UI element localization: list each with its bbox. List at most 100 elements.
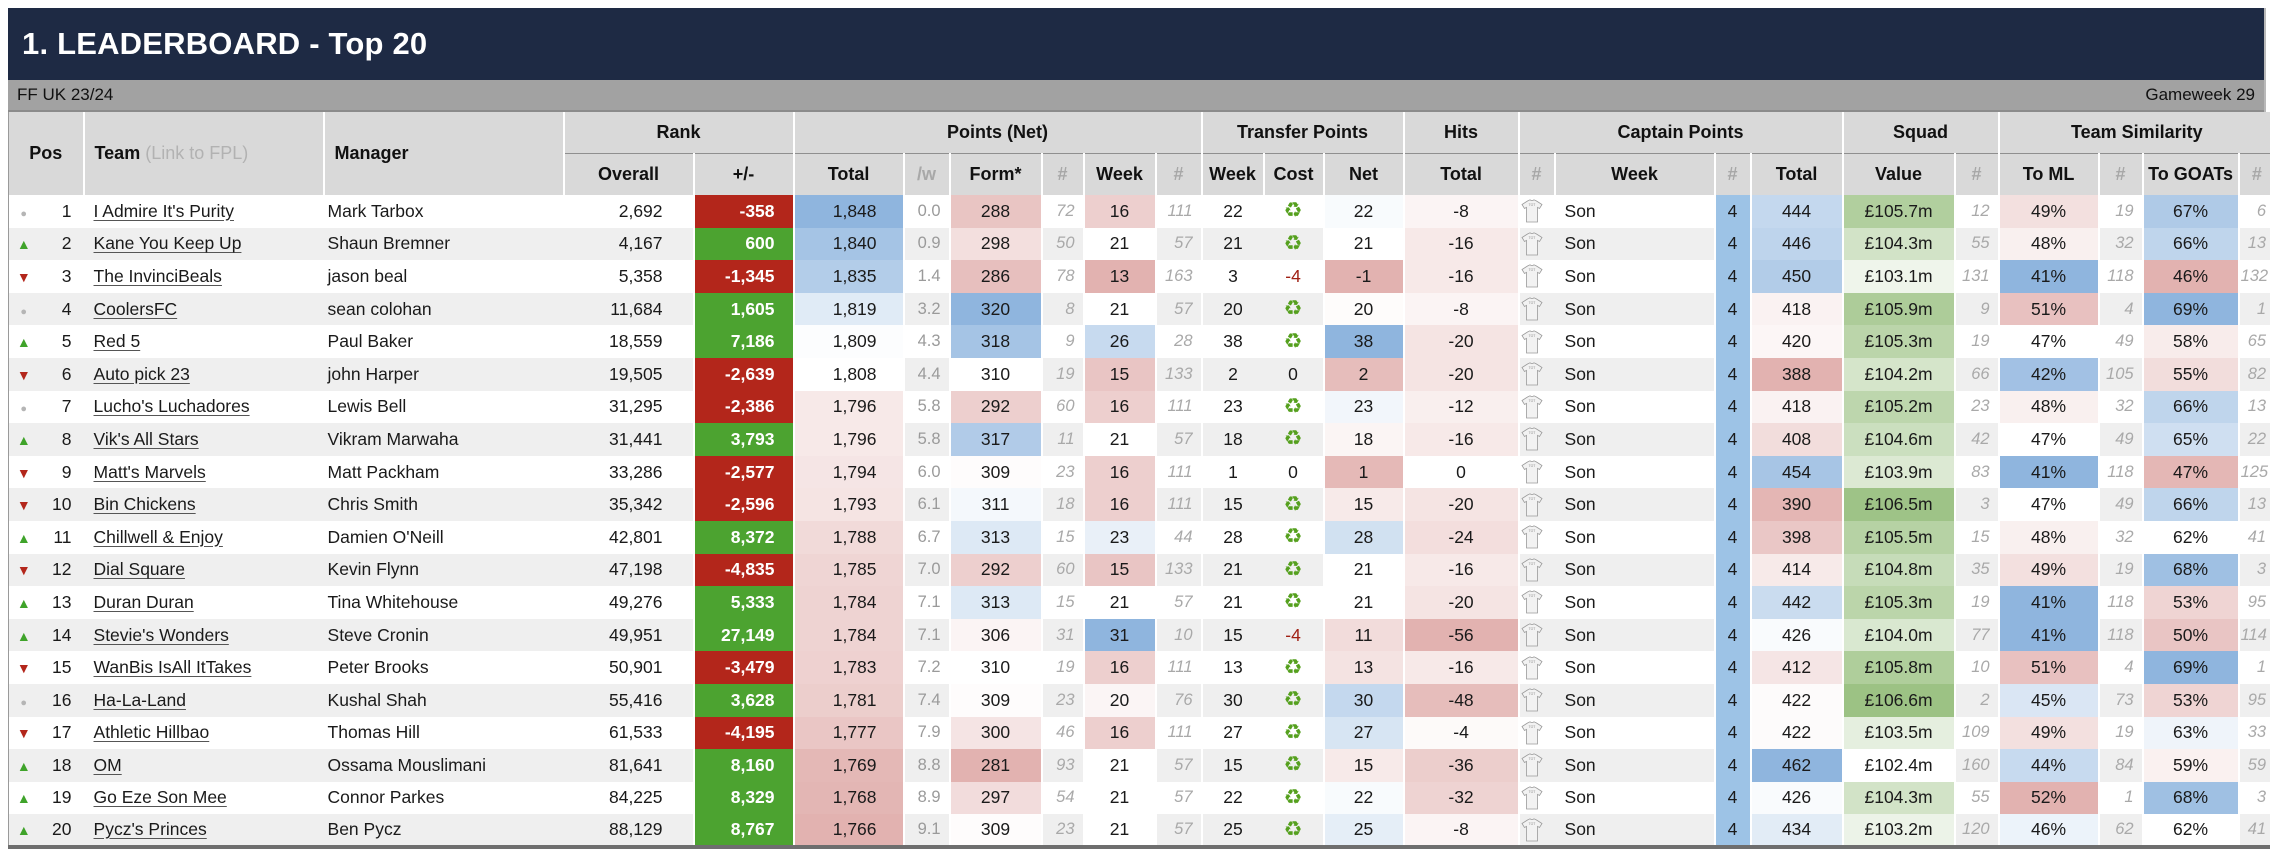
team-link[interactable]: WanBis IsAll ItTakes	[94, 657, 252, 677]
squad-value-rank: 77	[1955, 619, 1999, 652]
team-link[interactable]: Bin Chickens	[94, 494, 196, 514]
captain-shirt: TOT	[1519, 814, 1555, 847]
team-link[interactable]: Athletic Hillbao	[94, 722, 210, 742]
group-header-captain: Captain Points	[1519, 112, 1843, 154]
points-per-week: 7.9	[904, 717, 950, 750]
team-cell: Lucho's Luchadores	[84, 391, 324, 424]
manager: Lewis Bell	[324, 391, 564, 424]
squad-value-rank: 35	[1955, 554, 1999, 587]
week-points: 21	[1084, 228, 1156, 261]
form-rank: 19	[1042, 651, 1084, 684]
rank-change: 27,149	[694, 619, 794, 652]
to-goats-rank: 41	[2239, 521, 2270, 554]
to-goats-rank: 125	[2239, 456, 2270, 489]
squad-value: £103.1m	[1843, 260, 1955, 293]
similarity-to-goats: 66%	[2143, 391, 2239, 424]
team-link[interactable]: Auto pick 23	[94, 364, 190, 384]
team-link[interactable]: Lucho's Luchadores	[94, 396, 250, 416]
form-points: 281	[950, 749, 1042, 782]
similarity-to-ml: 47%	[1999, 325, 2099, 358]
team-link[interactable]: Duran Duran	[94, 592, 194, 612]
form-rank: 23	[1042, 684, 1084, 717]
form-rank: 78	[1042, 260, 1084, 293]
page-title: 1. LEADERBOARD - Top 20	[8, 8, 2264, 80]
transfer-week-points: 30	[1202, 684, 1264, 717]
overall-rank: 33,286	[564, 456, 694, 489]
similarity-to-ml: 49%	[1999, 195, 2099, 228]
manager: sean colohan	[324, 293, 564, 326]
transfer-week-points: 22	[1202, 782, 1264, 815]
hits-total: -16	[1404, 651, 1519, 684]
captain-count: 4	[1715, 554, 1751, 587]
captain-week: Son	[1555, 651, 1715, 684]
overall-rank: 55,416	[564, 684, 694, 717]
overall-rank: 50,901	[564, 651, 694, 684]
team-link[interactable]: Chillwell & Enjoy	[94, 527, 223, 547]
team-cell: Bin Chickens	[84, 488, 324, 521]
captain-week: Son	[1555, 521, 1715, 554]
svg-text:TOT: TOT	[1528, 692, 1535, 696]
to-goats-rank: 13	[2239, 228, 2270, 261]
transfer-cost: ♻	[1264, 651, 1324, 684]
team-link[interactable]: The InvinciBeals	[94, 266, 222, 286]
transfer-cost: ♻	[1264, 195, 1324, 228]
team-link[interactable]: Vik's All Stars	[94, 429, 199, 449]
similarity-to-ml: 51%	[1999, 651, 2099, 684]
team-link[interactable]: Stevie's Wonders	[94, 625, 229, 645]
team-link[interactable]: Pycz's Princes	[94, 819, 207, 839]
team-link[interactable]: Go Eze Son Mee	[94, 787, 227, 807]
captain-week: Son	[1555, 293, 1715, 326]
position: 1	[39, 195, 84, 228]
tottenham-shirt-icon: TOT	[1521, 493, 1543, 517]
team-link[interactable]: OM	[94, 755, 122, 775]
form-points: 297	[950, 782, 1042, 815]
transfer-week-points: 15	[1202, 488, 1264, 521]
points-total: 1,796	[794, 423, 904, 456]
captain-week: Son	[1555, 586, 1715, 619]
captain-week: Son	[1555, 619, 1715, 652]
transfer-net-points: 2	[1324, 358, 1404, 391]
similarity-to-ml: 49%	[1999, 554, 2099, 587]
team-link[interactable]: Matt's Marvels	[94, 462, 206, 482]
team-link[interactable]: CoolersFC	[94, 299, 178, 319]
captain-shirt: TOT	[1519, 195, 1555, 228]
squad-value-rank: 55	[1955, 782, 1999, 815]
tottenham-shirt-icon: TOT	[1521, 427, 1543, 451]
rank-change: 5,333	[694, 586, 794, 619]
similarity-to-goats: 65%	[2143, 423, 2239, 456]
team-link[interactable]: I Admire It's Purity	[94, 201, 234, 221]
team-link[interactable]: Dial Square	[94, 559, 185, 579]
rank-down-icon: ▼	[17, 367, 31, 383]
captain-week: Son	[1555, 684, 1715, 717]
squad-value-rank: 23	[1955, 391, 1999, 424]
team-link[interactable]: Red 5	[94, 331, 141, 351]
points-per-week: 5.8	[904, 423, 950, 456]
captain-week: Son	[1555, 554, 1715, 587]
form-points: 309	[950, 814, 1042, 847]
rank-change: -2,386	[694, 391, 794, 424]
team-link[interactable]: Ha-La-Land	[94, 690, 186, 710]
team-link[interactable]: Kane You Keep Up	[94, 233, 242, 253]
manager: Chris Smith	[324, 488, 564, 521]
similarity-to-goats: 63%	[2143, 717, 2239, 750]
similarity-to-ml: 42%	[1999, 358, 2099, 391]
group-header-squad: Squad	[1843, 112, 1999, 154]
tottenham-shirt-icon: TOT	[1521, 786, 1543, 810]
team-cell: Red 5	[84, 325, 324, 358]
captain-count: 4	[1715, 521, 1751, 554]
squad-value-rank: 42	[1955, 423, 1999, 456]
squad-value: £105.2m	[1843, 391, 1955, 424]
col-header-form: Form*	[950, 154, 1042, 196]
similarity-to-ml: 47%	[1999, 488, 2099, 521]
points-total: 1,794	[794, 456, 904, 489]
col-header-team: Team (Link to FPL)	[84, 112, 324, 195]
captain-week: Son	[1555, 195, 1715, 228]
points-total: 1,783	[794, 651, 904, 684]
transfer-net-points: 38	[1324, 325, 1404, 358]
squad-value: £103.9m	[1843, 456, 1955, 489]
